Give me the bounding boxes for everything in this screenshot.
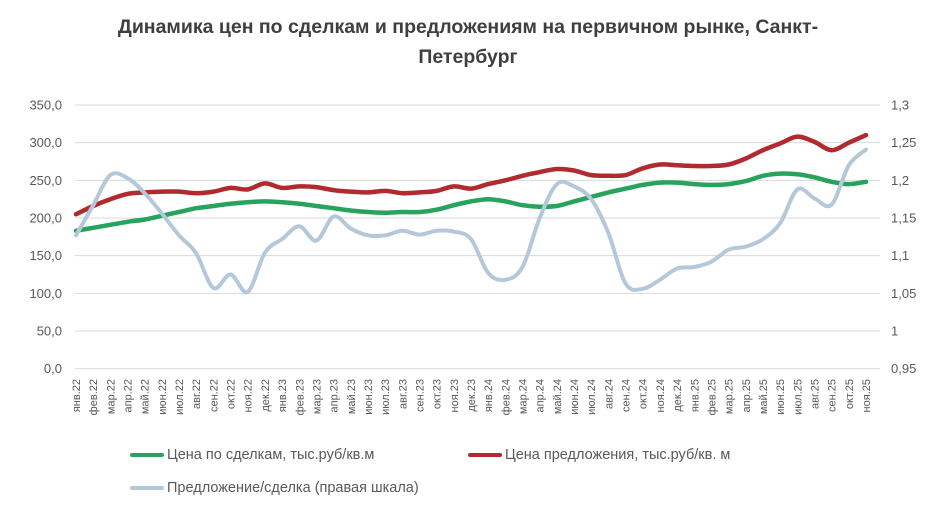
left-axis-tick-label: 100,0 [29, 286, 62, 301]
x-axis-month-label: дек.23 [466, 379, 478, 412]
x-axis-month-label: мар.25 [724, 379, 736, 414]
x-axis-month-label: апр.23 [329, 379, 341, 412]
legend-item-offer-price: Цена предложения, тыс.руб/кв. м [468, 447, 730, 463]
legend-label-offer-price: Цена предложения, тыс.руб/кв. м [505, 447, 731, 463]
x-axis-month-label: фев.23 [294, 379, 306, 415]
legend-item-ratio: Предложение/сделка (правая шкала) [130, 480, 419, 496]
right-axis-tick-label: 1,15 [891, 211, 916, 226]
x-axis-month-label: фев.22 [88, 379, 100, 415]
x-axis-month-label: ноя.22 [243, 379, 255, 412]
x-axis-month-label: ноя.25 [861, 379, 873, 412]
offer-price-line-swatch-icon [468, 452, 502, 458]
x-axis-month-label: янв.24 [483, 379, 495, 412]
x-axis-month-label: окт.24 [638, 379, 650, 409]
right-axis-tick-label: 1,3 [891, 98, 909, 113]
x-axis-month-label: окт.25 [844, 379, 856, 409]
left-axis-tick-label: 250,0 [29, 173, 62, 188]
x-axis-month-label: авг.24 [603, 379, 615, 409]
x-axis-month-label: апр.24 [535, 379, 547, 412]
x-axis-month-label: апр.25 [741, 379, 753, 412]
deal-price-line-swatch-icon [130, 452, 164, 458]
right-axis-tick-label: 1 [891, 324, 898, 339]
left-axis-tick-label: 300,0 [29, 135, 62, 150]
x-axis-month-label: сен.24 [621, 379, 633, 412]
x-axis-month-label: мар.23 [311, 379, 323, 414]
right-axis-tick-label: 1,25 [891, 135, 916, 150]
right-axis-tick-label: 1,05 [891, 286, 916, 301]
x-axis-month-label: сен.22 [208, 379, 220, 412]
series-line-1 [73, 132, 869, 217]
x-axis-month-label: окт.22 [226, 379, 238, 409]
x-axis-month-label: авг.25 [809, 379, 821, 409]
left-axis-tick-label: 200,0 [29, 211, 62, 226]
legend-label-ratio: Предложение/сделка (правая шкала) [167, 480, 419, 496]
legend-item-deal-price: Цена по сделкам, тыс.руб/кв.м [130, 447, 374, 463]
x-axis-month-label: дек.24 [672, 379, 684, 412]
x-axis-month-label: янв.23 [277, 379, 289, 412]
x-axis-month-label: июн.25 [775, 379, 787, 415]
x-axis-month-label: янв.25 [689, 379, 701, 412]
left-axis-tick-label: 0,0 [44, 361, 62, 376]
x-axis-month-label: сен.25 [827, 379, 839, 412]
x-axis-month-label: май.25 [758, 379, 770, 414]
right-axis-tick-label: 0,95 [891, 361, 916, 376]
ratio-line-swatch-icon [130, 485, 164, 491]
x-axis-month-label: мар.24 [518, 379, 530, 414]
series-line-0 [73, 171, 869, 234]
x-axis-month-label: июн.23 [363, 379, 375, 415]
x-axis-month-label: апр.22 [123, 379, 135, 412]
x-axis-month-label: фев.24 [500, 379, 512, 415]
left-axis-tick-label: 50,0 [37, 324, 62, 339]
x-axis-month-label: май.24 [552, 379, 564, 414]
x-axis-month-label: сен.23 [414, 379, 426, 412]
x-axis-month-label: июн.24 [569, 379, 581, 415]
x-axis-month-label: июл.25 [792, 379, 804, 415]
legend-label-deal-price: Цена по сделкам, тыс.руб/кв.м [167, 447, 375, 463]
x-axis-month-label: май.23 [346, 379, 358, 414]
left-axis-tick-label: 350,0 [29, 98, 62, 113]
x-axis-month-label: окт.23 [432, 379, 444, 409]
x-axis-month-label: июн.22 [157, 379, 169, 415]
x-axis-month-label: ноя.23 [449, 379, 461, 412]
x-axis-month-label: фев.25 [706, 379, 718, 415]
series-line-2 [74, 147, 868, 295]
x-axis-month-label: янв.22 [71, 379, 83, 412]
right-axis-tick-label: 1,1 [891, 248, 909, 263]
x-axis-month-label: май.22 [140, 379, 152, 414]
right-axis-tick-label: 1,2 [891, 173, 909, 188]
x-axis-month-label: авг.23 [397, 379, 409, 409]
x-axis-month-label: мар.22 [105, 379, 117, 414]
x-axis-month-label: июл.22 [174, 379, 186, 415]
x-axis-month-label: дек.22 [260, 379, 272, 412]
x-axis-month-label: ноя.24 [655, 379, 667, 412]
left-axis-tick-label: 150,0 [29, 248, 62, 263]
chart-title: Динамика цен по сделкам и предложениям н… [117, 16, 819, 69]
x-axis-month-label: авг.22 [191, 379, 203, 409]
x-axis-month-label: июл.23 [380, 379, 392, 415]
x-axis-month-label: июл.24 [586, 379, 598, 415]
